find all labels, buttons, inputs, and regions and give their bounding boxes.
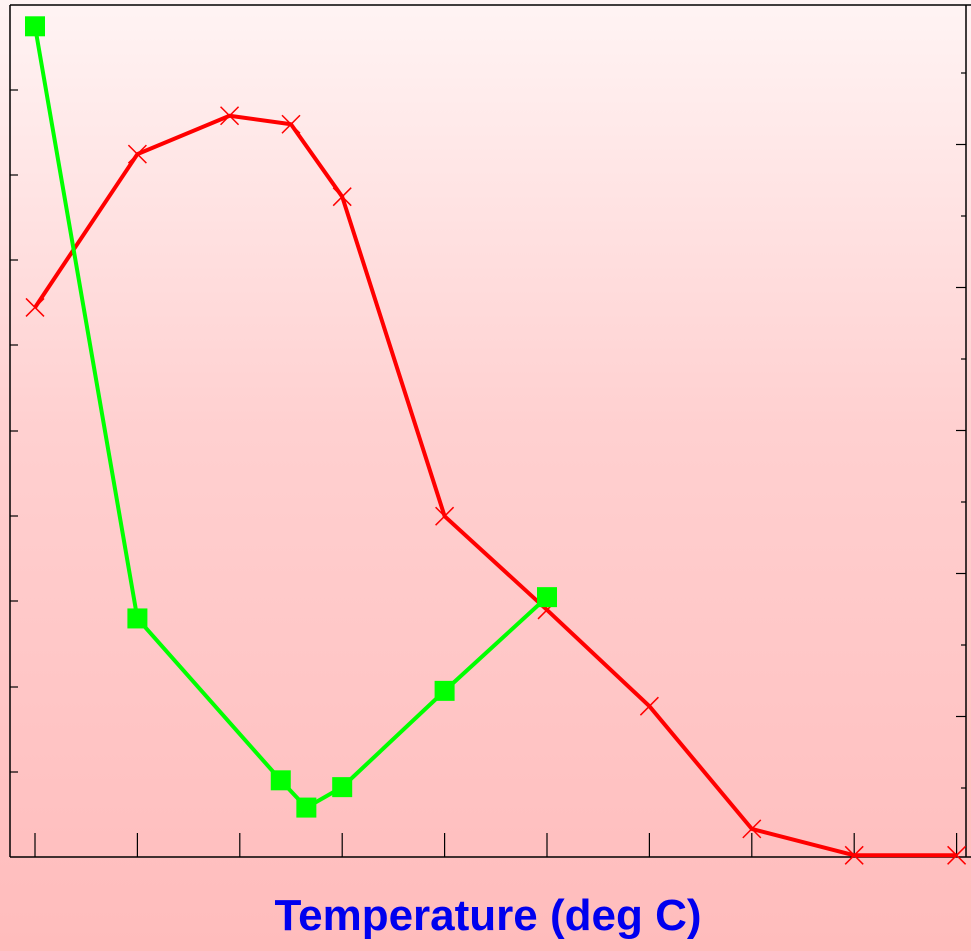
- series-0-point-0-b: [25, 297, 45, 317]
- series-0-point-7: [639, 696, 659, 716]
- series-0-point-5-b: [435, 506, 455, 526]
- chart-axes: [9, 4, 971, 858]
- series-1-line: [33, 25, 549, 810]
- series-0-point-8: [742, 819, 762, 839]
- series-0-point-2: [220, 106, 240, 126]
- series-0-point-5: [435, 506, 455, 526]
- series-0-point-9-b: [844, 845, 864, 865]
- series-1-point-0: [25, 16, 45, 37]
- x-axis-label: Temperature (deg C): [274, 891, 701, 940]
- series-0-point-3: [281, 114, 301, 134]
- series-0-point-4: [332, 187, 352, 207]
- series-0-point-4-b: [332, 187, 352, 207]
- series-0-point-1-b: [127, 144, 147, 164]
- series-1-point-5: [434, 680, 455, 701]
- series-1-point-4: [332, 777, 353, 798]
- chart-series-layer: [25, 16, 967, 865]
- series-1-point-6: [537, 587, 557, 608]
- series-1-point-1: [127, 608, 148, 629]
- series-0-point-9: [844, 845, 864, 865]
- series-0-point-8-b: [742, 819, 762, 839]
- series-1-point-3: [296, 797, 317, 818]
- series-0-point-7-b: [639, 696, 659, 716]
- series-1-point-2: [270, 770, 291, 791]
- series-0-point-10-b: [947, 845, 967, 865]
- series-0-point-10: [947, 845, 967, 865]
- series-0-point-3-b: [281, 114, 301, 134]
- series-0-point-2-b: [220, 106, 240, 126]
- series-0-point-1: [127, 144, 147, 164]
- series-0-line: [33, 113, 957, 858]
- series-0-point-0: [25, 297, 45, 317]
